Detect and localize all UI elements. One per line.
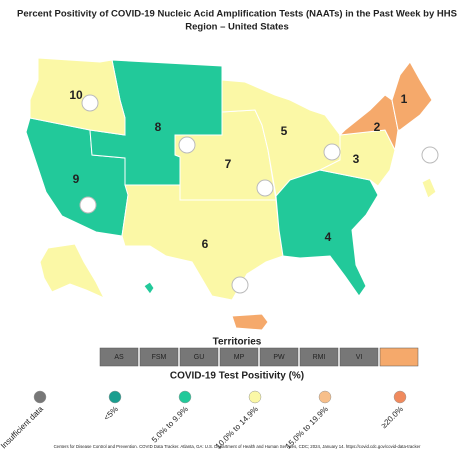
territory-label: FSM (152, 354, 167, 361)
region-shape (391, 61, 433, 131)
legend-label: 5.0% to 9.9% (150, 405, 190, 445)
alaska-shape (39, 243, 106, 300)
legend-swatch (108, 390, 122, 404)
insufficient-marker (81, 94, 99, 112)
legend-label: <5% (102, 405, 120, 423)
territory-box (99, 347, 139, 367)
dc-inset (421, 177, 437, 199)
territory-label: GU (194, 354, 205, 361)
region-label: 6 (202, 237, 209, 251)
territory-label: PW (273, 354, 285, 361)
title: Percent Positivity of COVID-19 Nucleic A… (17, 9, 457, 20)
territory-label: AS (114, 354, 124, 361)
region-label: 5 (281, 124, 288, 138)
region-label: 4 (325, 230, 332, 244)
region-label: 1 (401, 92, 408, 106)
title: Region – United States (185, 22, 288, 33)
region-label: 8 (155, 120, 162, 134)
territory-box (139, 347, 179, 367)
region-shape (121, 184, 284, 301)
insufficient-marker (323, 143, 341, 161)
footer: Centers for Disease Control and Preventi… (54, 444, 421, 449)
region-label: 3 (353, 152, 360, 166)
territories-title: Territories (213, 337, 262, 348)
hawaii-shape (143, 281, 155, 295)
insufficient-marker (79, 196, 97, 214)
legend-title: COVID-19 Test Positivity (%) (170, 371, 304, 382)
territory-box (379, 347, 419, 367)
insufficient-marker (231, 276, 249, 294)
region-label: 7 (225, 157, 232, 171)
territory-box (259, 347, 299, 367)
region-shape (29, 57, 126, 136)
legend-swatch (178, 390, 192, 404)
territory-label: VI (356, 354, 363, 361)
region-label: 10 (69, 88, 83, 102)
legend-swatch (318, 390, 332, 404)
legend-label: Insufficient data (0, 404, 45, 450)
us-map (25, 57, 439, 331)
legend-swatch (33, 390, 47, 404)
legend-label: ≥20.0% (379, 405, 405, 431)
insufficient-marker (178, 136, 196, 154)
legend-swatch (248, 390, 262, 404)
puerto-rico-shape (231, 313, 269, 331)
territory-box (179, 347, 219, 367)
insufficient-marker (256, 179, 274, 197)
territory-label: RMI (313, 354, 326, 361)
territory-box (219, 347, 259, 367)
territory-box (339, 347, 379, 367)
territory-box (299, 347, 339, 367)
region-label: 2 (374, 120, 381, 134)
region-label: 9 (73, 172, 80, 186)
territory-label: MP (234, 354, 245, 361)
insufficient-marker (421, 146, 439, 164)
legend-swatch (393, 390, 407, 404)
